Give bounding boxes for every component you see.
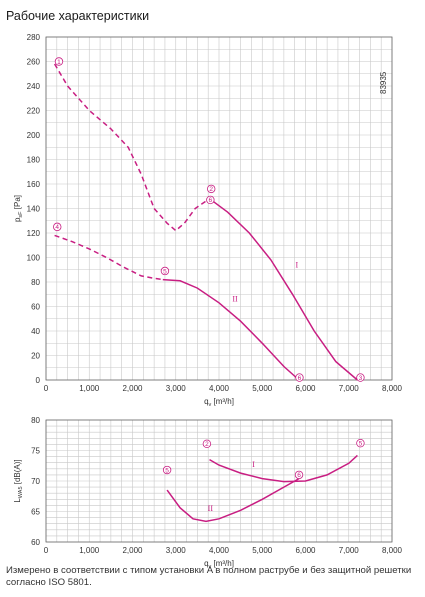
series-line-II — [162, 278, 300, 381]
marker-circle — [356, 438, 365, 448]
marker-label: 5 — [163, 268, 167, 275]
marker-label: 6 — [297, 472, 301, 479]
marker-circle — [206, 195, 215, 205]
point-marker: 3 — [356, 373, 365, 382]
point-marker: 1 — [54, 57, 64, 66]
point-marker: 5 — [160, 266, 170, 276]
y-tick-label: 75 — [31, 447, 40, 456]
marker-circle — [207, 184, 216, 194]
x-tick-label: 1,000 — [79, 384, 100, 393]
marker-label: 2 — [209, 186, 213, 193]
series-line-II — [166, 477, 300, 523]
marker-circle — [202, 439, 212, 448]
sound-chart: 0 1,000 2,000 3,000 4,000 5,000 6,000 7,000 8,00… — [13, 416, 403, 570]
x-tick-label: 2,000 — [122, 546, 143, 555]
y-axis-label: LWA5 [dB(A)] — [13, 459, 24, 502]
x-tick-label: 1,000 — [79, 546, 100, 555]
y-tick-label: 100 — [27, 254, 41, 263]
marker-circle — [160, 266, 170, 276]
point-marker: 2 — [207, 184, 216, 194]
curve-label: I — [296, 260, 299, 269]
marker-label: 6 — [298, 375, 302, 382]
y-tick-label: 160 — [27, 180, 41, 189]
y-tick-label: 20 — [31, 352, 40, 361]
marker-label: 3 — [359, 375, 363, 382]
y-tick-label: 40 — [31, 327, 40, 336]
x-tick-label: 4,000 — [209, 546, 230, 555]
point-marker: 5 — [162, 465, 172, 475]
marker-circle — [356, 373, 365, 382]
marker-label: 6 — [209, 197, 213, 204]
y-tick-label: 80 — [31, 278, 40, 287]
marker-label: 1 — [57, 59, 61, 66]
x-tick-label: 4,000 — [209, 384, 230, 393]
marker-label: 5 — [359, 440, 363, 447]
series-line-II-dashed — [54, 234, 163, 281]
series-line-I-dashed — [53, 63, 210, 232]
y-tick-label: 60 — [31, 538, 40, 547]
plot-frame — [45, 419, 393, 543]
figure-id: 83935 — [379, 71, 388, 94]
point-marker: 6 — [206, 195, 215, 205]
y-tick-label: 220 — [27, 107, 41, 116]
y-tick-label: 60 — [31, 303, 40, 312]
x-tick-label: 5,000 — [252, 546, 273, 555]
point-marker: 5 — [356, 438, 365, 448]
x-tick-label: 7,000 — [339, 384, 360, 393]
footnote: Измерено в соответствии с типом установк… — [6, 565, 412, 588]
y-tick-label: 120 — [27, 229, 41, 238]
x-axis-label: qv [m³/h] — [204, 559, 234, 570]
y-tick-label: 0 — [36, 376, 41, 385]
marker-label: 2 — [205, 441, 209, 448]
marker-circle — [53, 222, 62, 232]
curve-label: II — [232, 295, 238, 304]
point-marker: 4 — [53, 222, 62, 232]
y-tick-label: 180 — [27, 156, 41, 165]
plot-frame — [45, 36, 393, 381]
x-tick-label: 8,000 — [382, 546, 403, 555]
y-tick-label: 240 — [27, 82, 41, 91]
point-marker: 2 — [202, 439, 212, 448]
y-axis-label: psF [Pa] — [13, 195, 24, 222]
curve-label: II — [208, 504, 214, 513]
marker-circle — [54, 57, 64, 66]
x-tick-label: 8,000 — [382, 384, 403, 393]
y-tick-label: 140 — [27, 205, 41, 214]
series-line-I — [209, 454, 358, 483]
curve-label: I — [252, 460, 255, 469]
y-tick-label: 280 — [27, 33, 41, 42]
x-tick-label: 5,000 — [252, 384, 273, 393]
marker-label: 5 — [165, 467, 169, 474]
point-marker: 6 — [295, 373, 304, 382]
y-tick-label: 200 — [27, 131, 41, 140]
y-tick-label: 80 — [31, 416, 40, 425]
x-tick-label: 2,000 — [122, 384, 143, 393]
marker-circle — [162, 465, 172, 475]
x-tick-label: 7,000 — [339, 546, 360, 555]
marker-circle — [294, 470, 304, 480]
marker-circle — [295, 373, 304, 382]
x-axis-label: qv [m³/h] — [204, 397, 234, 408]
x-tick-label: 6,000 — [295, 384, 316, 393]
grid — [45, 419, 393, 543]
chart-title: Рабочие характеристики — [6, 9, 150, 23]
x-tick-label: 3,000 — [166, 384, 187, 393]
series-line-I — [209, 198, 358, 381]
x-tick-label: 3,000 — [166, 546, 187, 555]
y-tick-label: 70 — [31, 477, 40, 486]
x-tick-label: 0 — [44, 384, 49, 393]
marker-label: 4 — [55, 224, 59, 231]
grid — [45, 36, 393, 381]
x-tick-label: 6,000 — [295, 546, 316, 555]
y-tick-label: 65 — [31, 508, 40, 517]
y-tick-label: 260 — [27, 58, 41, 67]
x-tick-label: 0 — [44, 546, 49, 555]
point-marker: 6 — [294, 470, 304, 480]
pressure-chart: 0 1,000 2,000 3,000 4,000 5,000 6,000 7,000 8,00… — [13, 33, 403, 408]
